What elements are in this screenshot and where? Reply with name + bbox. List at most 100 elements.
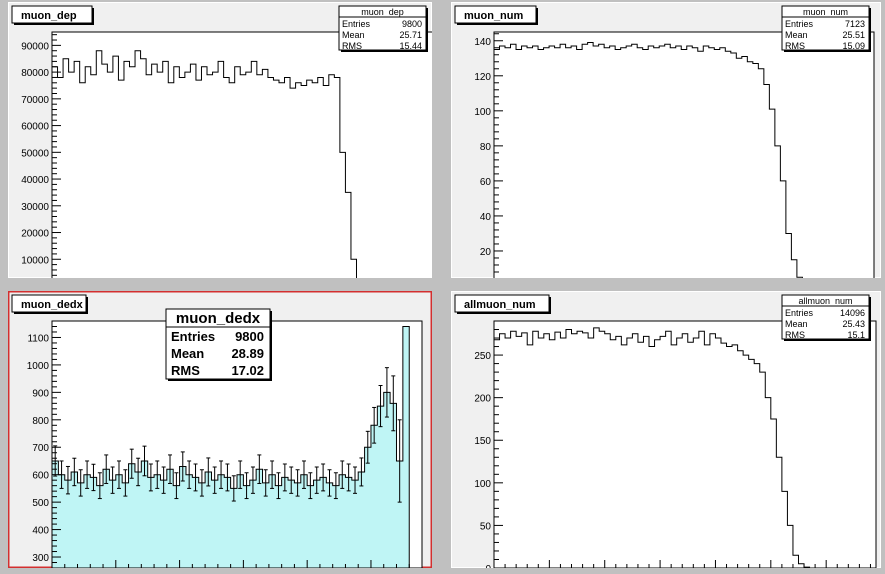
error-bar xyxy=(110,466,115,494)
error-bar xyxy=(327,469,332,497)
pad-muon-dedx[interactable]: 0102030405030040050060070080090010001100… xyxy=(8,291,432,568)
stats-label: Mean xyxy=(171,346,204,361)
histogram-line xyxy=(493,327,827,568)
error-bar xyxy=(391,375,396,432)
error-bar xyxy=(219,460,224,489)
pad-muon-num[interactable]: 0102030405060020406080100120140muon_numm… xyxy=(451,2,881,278)
y-tick-label: 90000 xyxy=(21,41,49,52)
error-bar xyxy=(174,472,179,500)
y-tick-label: 50000 xyxy=(21,148,49,159)
pad-title-box xyxy=(11,5,93,24)
stats-value: 25.71 xyxy=(399,30,422,40)
pad-title-box xyxy=(454,294,550,313)
plot-frame-border xyxy=(51,31,432,278)
error-bar xyxy=(65,465,70,495)
y-tick-label: 500 xyxy=(32,498,49,509)
error-bar xyxy=(136,457,141,487)
y-tick-label: 20000 xyxy=(21,229,49,240)
stats-value: 7123 xyxy=(845,19,865,29)
stats-value: 17.02 xyxy=(231,363,264,378)
stats-value: 15.09 xyxy=(842,41,865,51)
error-bar xyxy=(161,466,166,494)
error-bar xyxy=(212,466,217,494)
stats-title: muon_dep xyxy=(361,7,404,17)
error-bar xyxy=(148,463,153,492)
y-tick-label: 20 xyxy=(480,247,492,258)
y-tick-label: 250 xyxy=(474,351,491,362)
error-bar xyxy=(346,463,351,492)
error-bar xyxy=(116,460,121,489)
stats-box xyxy=(781,294,870,340)
error-bar xyxy=(372,406,377,444)
error-bar xyxy=(155,460,160,489)
y-tick-label: 150 xyxy=(474,436,491,447)
stats-label: Entries xyxy=(171,329,215,344)
stats-box xyxy=(338,5,427,51)
stats-label: Mean xyxy=(785,319,808,329)
stats-box xyxy=(165,308,271,380)
plot-frame xyxy=(494,32,874,278)
pad-title: allmuon_num xyxy=(464,299,536,311)
error-bar xyxy=(397,419,402,503)
error-bar xyxy=(180,451,185,482)
y-tick-label: 100 xyxy=(474,107,491,118)
pad-title-box xyxy=(454,5,537,24)
y-tick-label: 120 xyxy=(474,72,491,83)
stats-label: Mean xyxy=(785,30,808,40)
stats-value: 9800 xyxy=(402,19,422,29)
stats-label: RMS xyxy=(342,41,362,51)
error-bar xyxy=(365,430,370,464)
y-tick-label: 800 xyxy=(32,416,49,427)
y-tick-label: 50 xyxy=(480,521,492,532)
y-tick-label: 40 xyxy=(480,212,492,223)
error-bar xyxy=(91,463,96,492)
stats-value: 25.51 xyxy=(842,30,865,40)
stats-value: 15.44 xyxy=(399,41,422,51)
error-bar xyxy=(321,463,326,492)
y-tick-label: 100 xyxy=(474,479,491,490)
error-bar xyxy=(257,454,262,484)
stats-value: 25.43 xyxy=(842,319,865,329)
error-bar xyxy=(333,472,338,500)
error-bar xyxy=(340,460,345,489)
error-bar xyxy=(301,460,306,489)
error-bar xyxy=(225,463,230,492)
y-tick-label: 1100 xyxy=(27,333,49,344)
stats-label: RMS xyxy=(785,41,805,51)
error-bar xyxy=(263,469,268,497)
y-tick-label: 80000 xyxy=(21,68,49,79)
pad-allmuon-num[interactable]: 0102030405060050100150200250allmuon_numa… xyxy=(451,291,881,568)
y-tick-label: 40000 xyxy=(21,175,49,186)
stats-label: Entries xyxy=(342,19,371,29)
stats-value: 9800 xyxy=(235,329,264,344)
stats-label: Mean xyxy=(342,30,365,40)
y-tick-label: 0 xyxy=(485,564,491,568)
error-bar xyxy=(282,463,287,492)
error-bar xyxy=(250,466,255,494)
error-bar xyxy=(270,460,275,489)
plot-frame-border xyxy=(493,31,875,278)
error-bar xyxy=(97,472,102,500)
y-tick-label: 600 xyxy=(32,471,49,482)
y-tick-label: 300 xyxy=(32,553,49,564)
pad-muon-dep[interactable]: 0102030405060010000200003000040000500006… xyxy=(8,2,432,278)
error-bar xyxy=(168,454,173,484)
error-bar xyxy=(187,460,192,489)
error-bar xyxy=(193,463,198,492)
error-bar xyxy=(238,460,243,489)
stats-value: 28.89 xyxy=(231,346,264,361)
error-bar xyxy=(129,448,134,479)
plot-frame xyxy=(52,32,432,278)
stats-title: muon_num xyxy=(803,7,848,17)
stats-value: 15.1 xyxy=(847,330,865,340)
stats-title: muon_dedx xyxy=(176,310,261,327)
y-tick-label: 70000 xyxy=(21,95,49,106)
stats-label: RMS xyxy=(785,330,805,340)
pad-title-box xyxy=(11,294,87,313)
error-bar xyxy=(78,469,83,497)
error-bar xyxy=(289,466,294,494)
y-tick-label: 10000 xyxy=(21,255,49,266)
error-bar xyxy=(308,472,313,500)
stats-label: RMS xyxy=(171,363,200,378)
error-bar xyxy=(295,469,300,497)
